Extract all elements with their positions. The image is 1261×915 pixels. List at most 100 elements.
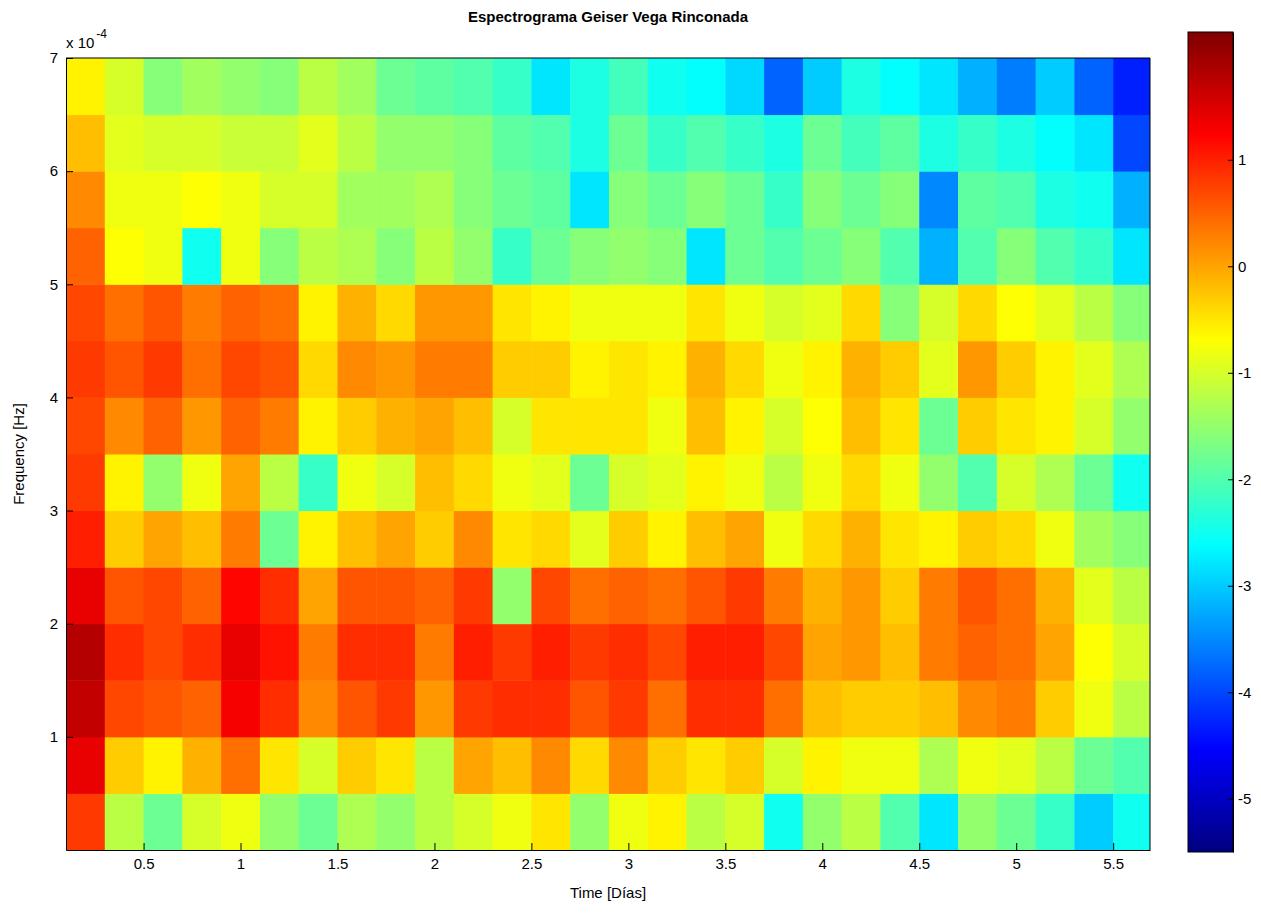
heatmap-cell [221, 228, 260, 285]
heatmap-cell [997, 341, 1036, 398]
x-axis-tick-mark [919, 843, 920, 850]
heatmap-cell [648, 115, 687, 172]
heatmap-cell [609, 567, 648, 624]
heatmap-cell [415, 341, 454, 398]
y-axis-tick: 5 [50, 276, 73, 293]
colorbar-axis-tick-mark [1228, 373, 1233, 374]
heatmap-cell [997, 397, 1036, 454]
heatmap-cell [764, 454, 803, 511]
heatmap-cell [880, 58, 919, 115]
heatmap-cell [764, 511, 803, 568]
heatmap-cell [687, 454, 726, 511]
heatmap-cell [842, 793, 881, 850]
y-axis-tick-label: 2 [50, 615, 58, 632]
heatmap-cell [648, 228, 687, 285]
heatmap-cell [221, 511, 260, 568]
heatmap-cell [648, 793, 687, 850]
heatmap-cell [842, 284, 881, 341]
heatmap-cell [260, 284, 299, 341]
heatmap-cell [803, 284, 842, 341]
heatmap-cell [1113, 567, 1150, 624]
colorbar-axis-tick: -5 [1228, 790, 1251, 807]
heatmap-cell [376, 454, 415, 511]
heatmap-cell [880, 228, 919, 285]
heatmap-cell [182, 737, 221, 794]
heatmap-cell [415, 567, 454, 624]
y-axis-tick: 2 [50, 615, 73, 632]
heatmap-cell [66, 284, 105, 341]
heatmap-cell [105, 171, 144, 228]
heatmap-cell [609, 624, 648, 681]
heatmap-cell [182, 228, 221, 285]
heatmap-cell [1036, 680, 1075, 737]
chart-root: 0.511.522.533.544.555.51234567Espectrogr… [0, 0, 1261, 915]
heatmap-cell [531, 284, 570, 341]
heatmap-cell [531, 58, 570, 115]
x-axis-tick-label: 5.5 [1103, 855, 1124, 872]
heatmap-cell [958, 624, 997, 681]
heatmap-cell [764, 567, 803, 624]
heatmap-cell [454, 115, 493, 172]
heatmap-cell [687, 58, 726, 115]
heatmap-cell [260, 793, 299, 850]
heatmap-cell [997, 624, 1036, 681]
heatmap-cell [570, 454, 609, 511]
heatmap-cell [66, 228, 105, 285]
heatmap-cell [493, 567, 532, 624]
heatmap-cell [725, 228, 764, 285]
heatmap-cell [299, 567, 338, 624]
heatmap-cell [1113, 58, 1150, 115]
heatmap-cell [997, 567, 1036, 624]
heatmap-cell [919, 793, 958, 850]
heatmap-cell [376, 793, 415, 850]
heatmap-cell [182, 58, 221, 115]
heatmap-cell [454, 171, 493, 228]
heatmap-cell [609, 115, 648, 172]
heatmap-cell [1036, 284, 1075, 341]
heatmap-cell [803, 228, 842, 285]
heatmap-cell [493, 397, 532, 454]
heatmap-cell [958, 341, 997, 398]
heatmap-cell [221, 737, 260, 794]
heatmap-cell [880, 341, 919, 398]
heatmap-cell [493, 454, 532, 511]
heatmap-cell [376, 115, 415, 172]
heatmap-cell [919, 228, 958, 285]
heatmap-cell [144, 341, 183, 398]
heatmap-cell [1074, 793, 1113, 850]
heatmap-cell [1036, 567, 1075, 624]
heatmap-cell [454, 511, 493, 568]
heatmap-cell [725, 737, 764, 794]
heatmap-cell [842, 567, 881, 624]
heatmap-cell [1036, 624, 1075, 681]
heatmap-cell [648, 737, 687, 794]
heatmap-cell [493, 680, 532, 737]
heatmap-cell [880, 567, 919, 624]
heatmap-cell [260, 511, 299, 568]
heatmap-cell [1113, 624, 1150, 681]
heatmap-cell [182, 341, 221, 398]
heatmap-cell [958, 737, 997, 794]
heatmap-cell [182, 680, 221, 737]
heatmap-cell [648, 567, 687, 624]
heatmap-cell [725, 511, 764, 568]
heatmap-cell [919, 58, 958, 115]
x-axis-tick-mark [337, 843, 338, 850]
heatmap-cell [725, 284, 764, 341]
heatmap-cell [144, 115, 183, 172]
heatmap-cell [299, 58, 338, 115]
y-axis-title: Frequency [Hz] [10, 403, 27, 505]
heatmap-cell [880, 115, 919, 172]
heatmap-cell [260, 397, 299, 454]
heatmap-cell [880, 397, 919, 454]
x-axis-tick: 5 [1013, 843, 1021, 872]
heatmap-cell [260, 454, 299, 511]
chart-title: Espectrograma Geiser Vega Rinconada [468, 8, 749, 25]
heatmap-cell [299, 397, 338, 454]
heatmap-cell [221, 680, 260, 737]
x-axis-tick: 2 [431, 843, 439, 872]
colorbar-frame [1188, 32, 1233, 852]
heatmap-cell [687, 680, 726, 737]
heatmap-cell [958, 58, 997, 115]
heatmap-cell [997, 115, 1036, 172]
